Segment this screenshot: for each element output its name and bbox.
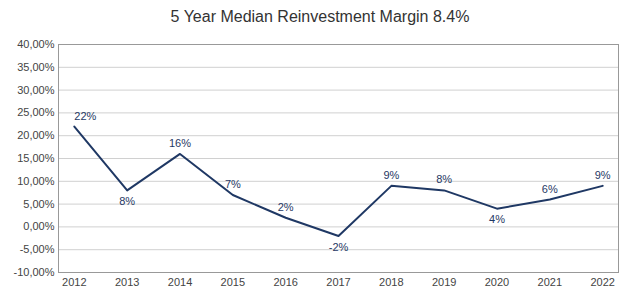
svg-text:-10,00%: -10,00% — [14, 266, 55, 278]
svg-text:9%: 9% — [595, 169, 611, 181]
svg-text:7%: 7% — [225, 178, 241, 190]
svg-text:2017: 2017 — [326, 276, 350, 288]
svg-text:5,00%: 5,00% — [23, 198, 54, 210]
svg-text:9%: 9% — [383, 169, 399, 181]
svg-text:30,00%: 30,00% — [17, 84, 55, 96]
svg-text:-2%: -2% — [329, 241, 349, 253]
svg-text:6%: 6% — [542, 183, 558, 195]
svg-text:0,00%: 0,00% — [23, 220, 54, 232]
svg-text:2014: 2014 — [168, 276, 192, 288]
svg-text:2012: 2012 — [62, 276, 86, 288]
svg-text:2021: 2021 — [538, 276, 562, 288]
html-text:5 Year Median Reinvestment Mar: 5 Year Median Reinvestment Margin 8.4% — [170, 8, 470, 25]
svg-text:22%: 22% — [74, 110, 96, 122]
svg-text:8%: 8% — [119, 195, 135, 207]
svg-text:2%: 2% — [278, 201, 294, 213]
svg-text:2013: 2013 — [115, 276, 139, 288]
svg-text:20,00%: 20,00% — [17, 129, 55, 141]
svg-text:2022: 2022 — [590, 276, 614, 288]
svg-text:4%: 4% — [489, 213, 505, 225]
svg-text:35,00%: 35,00% — [17, 61, 55, 73]
svg-text:2015: 2015 — [221, 276, 245, 288]
svg-text:25,00%: 25,00% — [17, 106, 55, 118]
svg-text:10,00%: 10,00% — [17, 175, 55, 187]
svg-text:-5,00%: -5,00% — [20, 243, 55, 255]
svg-text:2020: 2020 — [485, 276, 509, 288]
svg-text:2018: 2018 — [379, 276, 403, 288]
svg-text:15,00%: 15,00% — [17, 152, 55, 164]
svg-text:2019: 2019 — [432, 276, 456, 288]
svg-text:2016: 2016 — [273, 276, 297, 288]
svg-text:16%: 16% — [169, 137, 191, 149]
svg-text:8%: 8% — [436, 173, 452, 185]
svg-text:40,00%: 40,00% — [17, 38, 55, 50]
